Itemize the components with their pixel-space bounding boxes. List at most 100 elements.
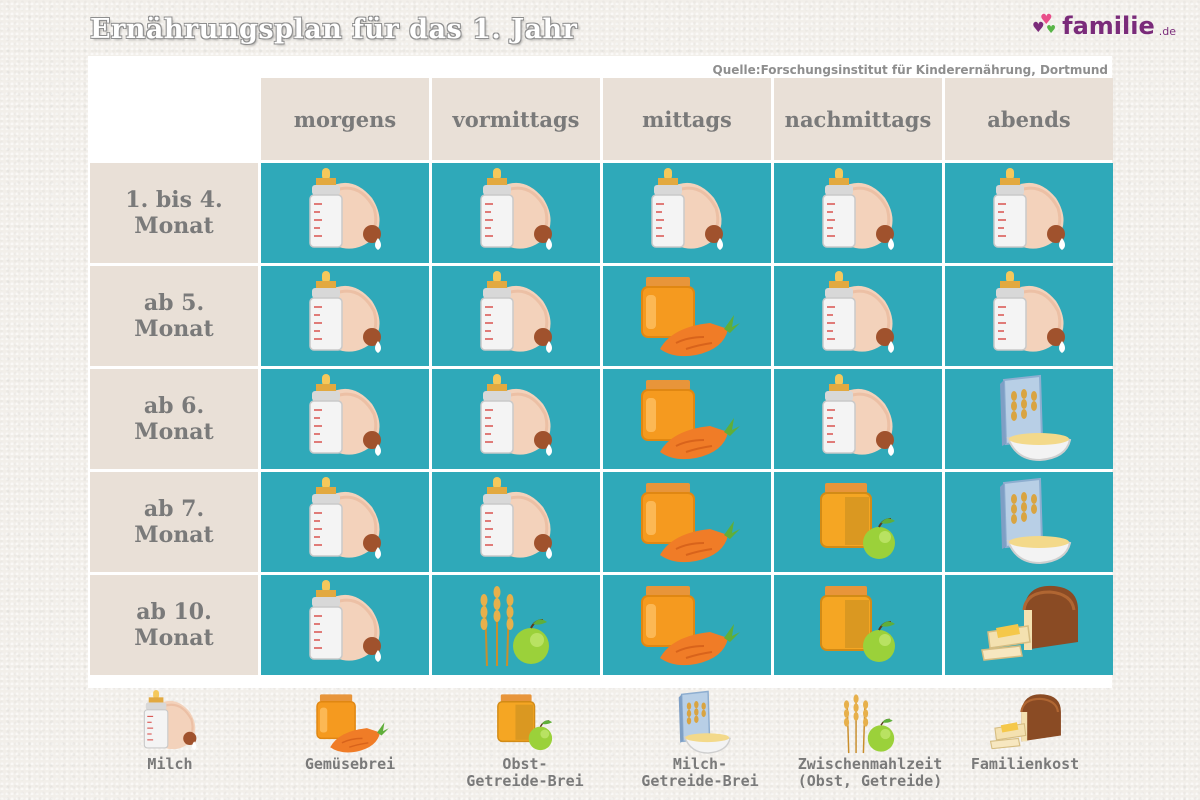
meal-cell-cereal — [945, 369, 1113, 469]
milk-icon — [309, 168, 381, 250]
milk-icon — [993, 168, 1065, 250]
legend-label: Gemüsebrei — [304, 755, 396, 773]
row-header: ab 10. Monat — [90, 575, 258, 675]
page-title: Ernährungsplan für das 1. Jahr — [90, 14, 578, 45]
meal-cell-milk — [432, 472, 600, 572]
meal-cell-milk — [261, 575, 429, 675]
column-header-abends: abends — [945, 78, 1113, 160]
row-header-line2: Monat — [134, 419, 214, 445]
milk-icon — [480, 374, 552, 456]
meal-cell-milk — [774, 369, 942, 469]
legend-label: Milch- — [672, 755, 728, 773]
milk-cereal-puree-icon — [678, 690, 731, 754]
row-header-line1: ab 5. — [143, 290, 205, 316]
heart-icon: ♥ — [1046, 23, 1057, 36]
milk-cereal-puree-icon — [1000, 374, 1072, 462]
legend-item-snack: Zwischenmahlzeit (Obst, Getreide) — [790, 690, 950, 790]
milk-icon — [309, 374, 381, 456]
meal-cell-family — [945, 575, 1113, 675]
family-food-icon — [989, 694, 1061, 750]
milk-icon — [480, 168, 552, 250]
row-header-line2: Monat — [134, 213, 214, 239]
legend-item-cereal: Milch- Getreide-Brei — [620, 690, 780, 790]
meal-cell-milk — [261, 369, 429, 469]
meal-cell-fruit — [774, 575, 942, 675]
milk-icon — [993, 271, 1065, 353]
milk-cereal-puree-icon — [1000, 477, 1072, 565]
legend-item-veg: Gemüsebrei — [270, 690, 430, 773]
meal-cell-milk — [432, 266, 600, 366]
legend-item-milk: Milch — [90, 690, 250, 773]
meal-cell-milk — [603, 163, 771, 263]
legend-item-family: Familienkost — [945, 690, 1105, 773]
vegetable-puree-icon — [641, 483, 740, 563]
family-food-icon — [981, 585, 1078, 661]
brand-logo[interactable]: ♥ ♥ ♥ familie .de — [1032, 12, 1176, 40]
milk-icon — [309, 477, 381, 559]
meal-cell-milk — [432, 163, 600, 263]
column-header-vormittags: vormittags — [432, 78, 600, 160]
meal-cell-milk — [945, 266, 1113, 366]
row-header-line2: Monat — [134, 625, 214, 651]
fruit-cereal-puree-icon — [820, 483, 895, 559]
feeding-plan-table: morgens vormittags mittags nachmittags abend… — [90, 78, 1113, 675]
legend-label-line2: Getreide-Brei — [641, 772, 759, 790]
hearts-icon: ♥ ♥ ♥ — [1032, 13, 1058, 39]
snack-icon — [843, 694, 895, 754]
meal-cell-veg — [603, 266, 771, 366]
legend-label: Zwischenmahlzeit — [797, 755, 943, 773]
meal-cell-milk — [945, 163, 1113, 263]
fruit-cereal-puree-icon — [820, 586, 895, 662]
legend-item-fruit: Obst- Getreide-Brei — [445, 690, 605, 790]
vegetable-puree-icon — [641, 277, 740, 357]
row-header-line1: 1. bis 4. — [125, 187, 223, 213]
row-header: ab 6. Monat — [90, 369, 258, 469]
milk-icon — [822, 374, 894, 456]
meal-cell-cereal — [945, 472, 1113, 572]
row-header-line1: ab 10. — [136, 599, 212, 625]
milk-icon — [143, 690, 197, 751]
milk-icon — [480, 477, 552, 559]
milk-icon — [309, 580, 381, 662]
meal-cell-milk — [261, 472, 429, 572]
milk-icon — [309, 271, 381, 353]
row-header-line2: Monat — [134, 316, 214, 342]
vegetable-puree-icon — [641, 586, 740, 666]
snack-icon — [480, 586, 549, 667]
meal-cell-veg — [603, 575, 771, 675]
meal-cell-fruit — [774, 472, 942, 572]
legend-label-line2: (Obst, Getreide) — [797, 772, 943, 790]
heart-icon: ♥ — [1040, 12, 1053, 28]
milk-icon — [480, 271, 552, 353]
milk-icon — [822, 271, 894, 353]
meal-cell-milk — [261, 163, 429, 263]
row-header: 1. bis 4. Monat — [90, 163, 258, 263]
vegetable-puree-icon — [641, 380, 740, 460]
legend-label: Milch — [147, 755, 193, 773]
milk-icon — [651, 168, 723, 250]
milk-icon — [822, 168, 894, 250]
legend-label: Obst- — [502, 755, 548, 773]
row-header-line2: Monat — [134, 522, 214, 548]
legend-label-line2: Getreide-Brei — [466, 772, 584, 790]
meal-cell-milk — [774, 163, 942, 263]
row-header: ab 5. Monat — [90, 266, 258, 366]
column-header-mittags: mittags — [603, 78, 771, 160]
source-note: Quelle:Forschungsinstitut für Kinderernä… — [710, 62, 1110, 78]
row-header: ab 7. Monat — [90, 472, 258, 572]
meal-cell-milk — [261, 266, 429, 366]
meal-cell-veg — [603, 369, 771, 469]
row-header-line1: ab 7. — [143, 496, 205, 522]
vegetable-puree-icon — [316, 694, 389, 753]
meal-cell-milk — [432, 369, 600, 469]
row-header-line1: ab 6. — [143, 393, 205, 419]
logo-text: familie — [1062, 12, 1155, 40]
meal-cell-milk — [774, 266, 942, 366]
heart-icon: ♥ — [1032, 20, 1045, 36]
column-header-nachmittags: nachmittags — [774, 78, 942, 160]
column-header-morgens: morgens — [261, 78, 429, 160]
legend-label: Familienkost — [970, 755, 1080, 773]
legend: Milch Gemüsebrei Obst- Getreide-Brei Milc… — [90, 690, 1130, 800]
logo-tld: .de — [1158, 24, 1176, 38]
fruit-cereal-puree-icon — [497, 694, 553, 751]
